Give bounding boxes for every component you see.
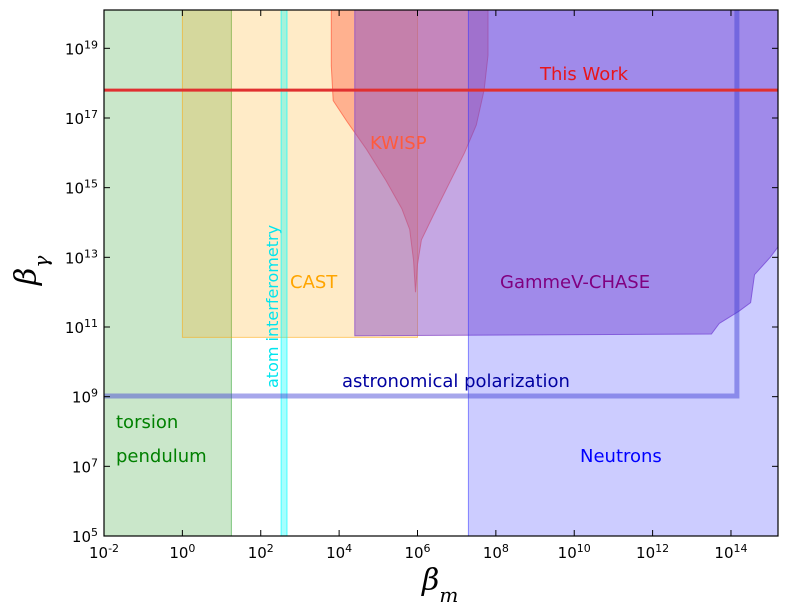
y-tick-label: 1011 — [65, 316, 98, 337]
region-atom-interferometry — [280, 10, 288, 536]
label-this-work: This Work — [539, 64, 629, 85]
y-tick-label: 105 — [72, 526, 98, 547]
label-neutrons: Neutrons — [580, 446, 662, 467]
y-axis-label: βγ — [9, 256, 53, 286]
label-astronomical-polarization: astronomical polarization — [342, 371, 570, 392]
label-atom-interferometry: atom interferometry — [263, 225, 282, 388]
label-pendulum: pendulum — [116, 446, 207, 467]
y-tick-label: 107 — [72, 456, 98, 477]
label-torsion: torsion — [116, 412, 178, 433]
label-gammev-chase: GammeV-CHASE — [500, 272, 650, 293]
region-torsion-pendulum — [104, 10, 232, 536]
label-cast: CAST — [290, 272, 338, 293]
x-tick-label: 1010 — [558, 542, 591, 563]
y-tick-label: 1015 — [65, 177, 98, 198]
x-tick-label: 106 — [404, 542, 430, 563]
y-tick-label: 1019 — [65, 38, 98, 59]
x-axis-label: βm — [421, 563, 458, 607]
outline-astronomical-polarization — [104, 10, 740, 399]
x-tick-label: 104 — [326, 542, 352, 563]
x-tick-label: 10-2 — [89, 542, 119, 563]
x-tick-label: 1014 — [714, 542, 747, 563]
label-kwisp: KWISP — [370, 133, 427, 154]
x-tick-label: 100 — [169, 542, 195, 563]
x-tick-label: 1012 — [636, 542, 669, 563]
region-neutrons — [467, 10, 778, 536]
x-tick-label: 102 — [248, 542, 274, 563]
plot-frame — [103, 9, 779, 537]
x-tick-label: 108 — [483, 542, 509, 563]
y-tick-label: 1013 — [65, 247, 98, 268]
y-tick-label: 1017 — [65, 107, 98, 128]
y-tick-label: 109 — [72, 386, 98, 407]
